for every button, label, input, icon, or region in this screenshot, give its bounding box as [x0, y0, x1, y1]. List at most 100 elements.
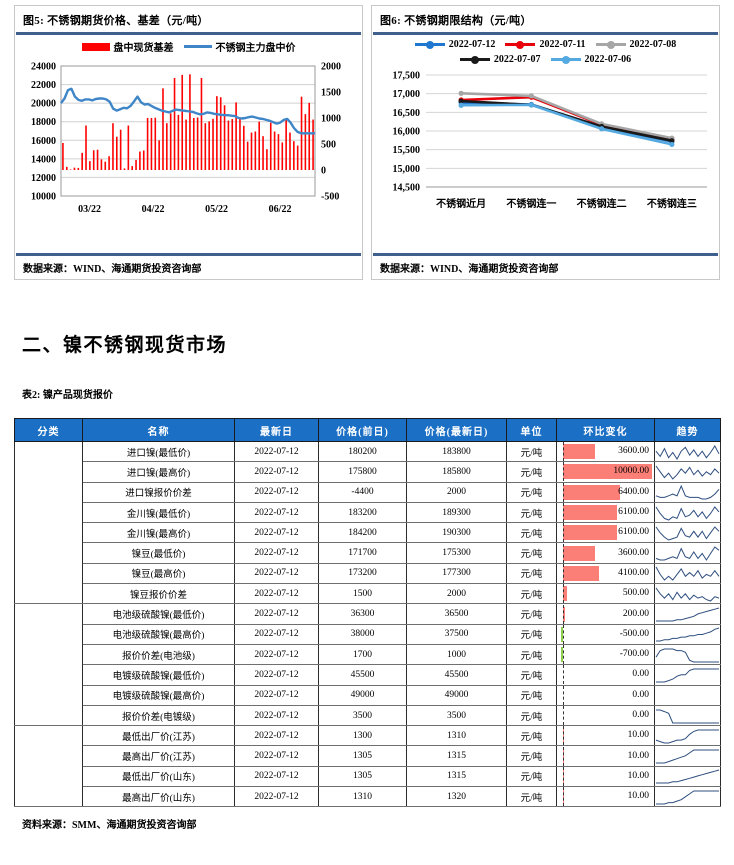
table-row[interactable]: 金川镍(最低价) 2022-07-12 183200 189300 元/吨 6100.00 [15, 501, 721, 524]
table-row[interactable]: 电镀级硫酸镍(最高价) 2022-07-12 49000 49000 元/吨 0.00 [15, 684, 721, 706]
cell-name: 进口镍报价价差 [82, 481, 235, 503]
chart5-legend-label-basis: 盘中现货基差 [113, 43, 174, 54]
cell-trend [654, 786, 721, 808]
cell-name: 电池级硫酸镍(最高价) [82, 623, 235, 645]
change-value: 10.00 [627, 791, 649, 802]
cell-num: 36500 [406, 603, 507, 625]
trend-sparkline [655, 465, 720, 480]
trend-sparkline [656, 749, 719, 764]
cell-trend [654, 440, 721, 463]
change-value: 6100.00 [618, 507, 649, 518]
cell-change: 10.00 [556, 725, 655, 747]
cell-unit: 元/吨 [506, 684, 557, 706]
svg-text:22000: 22000 [31, 80, 56, 91]
chart6-title: 图6: 不锈钢期限结构（元/吨） [380, 15, 532, 27]
table-caption: 表2: 镍产品现货报价 [22, 390, 113, 401]
chart6-plot: 14,500 15,000 15,500 16,000 16,500 17,000 17,5… [372, 67, 719, 257]
table-row[interactable]: 镍豆报价价差 2022-07-12 1500 2000 元/吨 500.00 [15, 583, 721, 605]
change-zero-axis [562, 563, 564, 583]
svg-text:18000: 18000 [31, 117, 56, 128]
cell-num: 2022-07-12 [234, 542, 319, 564]
change-value: 0.00 [632, 669, 649, 680]
table-row[interactable]: 硫酸镍 电池级硫酸镍(最低价) 2022-07-12 36300 36500 元/吨 200… [14, 603, 721, 727]
change-zero-axis [562, 726, 564, 746]
cell-trend [654, 522, 721, 544]
cell-change: -500.00 [556, 623, 655, 645]
change-databar [562, 545, 595, 561]
chart6-legend-label: 2022-07-12 [448, 39, 496, 50]
svg-text:1500: 1500 [321, 88, 341, 99]
svg-text:10000: 10000 [31, 192, 56, 203]
cell-change: 0.00 [556, 664, 655, 686]
table-source-note: 资料来源：SMM、海通期货投资咨询部 [22, 820, 197, 831]
table-row[interactable]: 电解镍 进口镍(最低价) 2022-07-12 180200 183800 元/吨 3600… [14, 440, 721, 605]
cell-unit: 元/吨 [506, 643, 557, 666]
change-value: 6100.00 [618, 527, 649, 538]
change-value: 10000.00 [613, 466, 649, 477]
cell-num: 2022-07-12 [234, 643, 319, 666]
chart6-legend-item-1: 2022-07-11 [505, 39, 586, 50]
cell-change: 0.00 [556, 684, 655, 706]
cell-num: 1500 [318, 583, 407, 605]
cell-unit: 元/吨 [506, 583, 557, 605]
cell-unit: 元/吨 [506, 745, 557, 767]
change-zero-axis [562, 523, 564, 543]
svg-text:16000: 16000 [31, 136, 56, 147]
table-header-2: 最新日 [234, 418, 319, 442]
change-value: 3600.00 [618, 547, 649, 558]
cell-trend [654, 725, 721, 747]
cell-num: 2022-07-12 [234, 562, 319, 585]
trend-sparkline [656, 627, 720, 642]
trend-sparkline [655, 567, 720, 582]
spot-price-table: 分类 名称 最新日 价格(前日) 价格(最新日) 单位 环比变化 趋势 电解镍 进口镍(最低价)… [14, 418, 721, 808]
table-row[interactable]: 最高出厂价(山东) 2022-07-12 1310 1320 元/吨 10.00 [15, 786, 721, 808]
table-row[interactable]: 报价价差(电池级) 2022-07-12 1700 1000 元/吨 -700.00 [15, 643, 721, 666]
cell-name: 金川镍(最低价) [82, 501, 235, 524]
chart6-title-rule [373, 32, 718, 35]
table-row[interactable]: 最高出厂价(江苏) 2022-07-12 1305 1315 元/吨 10.00 [15, 745, 721, 767]
change-zero-axis [562, 746, 564, 766]
chart6-legend-item-0: 2022-07-12 [414, 39, 496, 50]
table-row[interactable]: 电镀级硫酸镍(最低价) 2022-07-12 45500 45500 元/吨 0.00 [15, 664, 721, 686]
cell-num: 2022-07-12 [234, 765, 319, 788]
svg-text:0: 0 [321, 166, 326, 177]
change-zero-axis [562, 685, 564, 705]
legend-line-marker-icon [414, 40, 445, 49]
table-row[interactable]: 最低出厂价(山东) 2022-07-12 1305 1315 元/吨 10.00 [15, 765, 721, 788]
chart5-legend: 盘中现货基差 不锈钢主力盘中价 [15, 35, 362, 56]
cell-name: 镍豆(最低价) [82, 542, 235, 564]
table-row[interactable]: 进口镍(最高价) 2022-07-12 175800 185800 元/吨 10000.0… [15, 461, 721, 483]
table-row[interactable]: 电池级硫酸镍(最高价) 2022-07-12 38000 37500 元/吨 -500.0… [15, 623, 721, 645]
cell-change: 3600.00 [556, 542, 655, 564]
table-row[interactable]: 镍豆(最高价) 2022-07-12 173200 177300 元/吨 4100.00 [15, 562, 721, 585]
cell-num: 2022-07-12 [234, 704, 319, 727]
cell-num: 1310 [406, 725, 507, 747]
cell-trend [654, 704, 721, 727]
cell-num: 38000 [318, 623, 407, 645]
cell-unit: 元/吨 [506, 704, 557, 727]
table-row[interactable]: NPI 最低出厂价(江苏) 2022-07-12 1300 1310 元/吨 10.00 [14, 725, 721, 808]
change-zero-axis [562, 462, 564, 482]
change-value: 10.00 [627, 770, 649, 781]
cell-num: 175800 [318, 461, 407, 483]
change-zero-axis [562, 543, 564, 563]
chart6-legend-item-3: 2022-07-07 [459, 54, 541, 65]
cell-change: 10.00 [556, 745, 655, 767]
table-row[interactable]: 进口镍报价价差 2022-07-12 -4400 2000 元/吨 6400.00 [15, 481, 721, 503]
svg-text:24000: 24000 [31, 62, 56, 73]
chart5-title-rule [16, 32, 361, 35]
legend-line-swatch [183, 45, 212, 48]
cell-change: 6100.00 [556, 522, 655, 544]
chart6-legend-item-2: 2022-07-08 [595, 39, 676, 50]
cell-trend [654, 461, 721, 483]
cell-num: 2022-07-12 [234, 786, 319, 808]
table-header-3: 价格(前日) [318, 418, 407, 442]
table-body: 电解镍 进口镍(最低价) 2022-07-12 180200 183800 元/吨 3600… [14, 440, 721, 808]
table-row[interactable]: 金川镍(最高价) 2022-07-12 184200 190300 元/吨 6100.00 [15, 522, 721, 544]
cell-name: 金川镍(最高价) [82, 522, 235, 544]
cell-num: 1305 [318, 765, 407, 788]
table-row[interactable]: 镍豆(最低价) 2022-07-12 171700 175300 元/吨 3600.00 [15, 542, 721, 564]
table-row[interactable]: 报价价差(电镀级) 2022-07-12 3500 3500 元/吨 0.00 [15, 704, 721, 727]
cell-trend [654, 765, 721, 788]
trend-sparkline [655, 526, 720, 541]
